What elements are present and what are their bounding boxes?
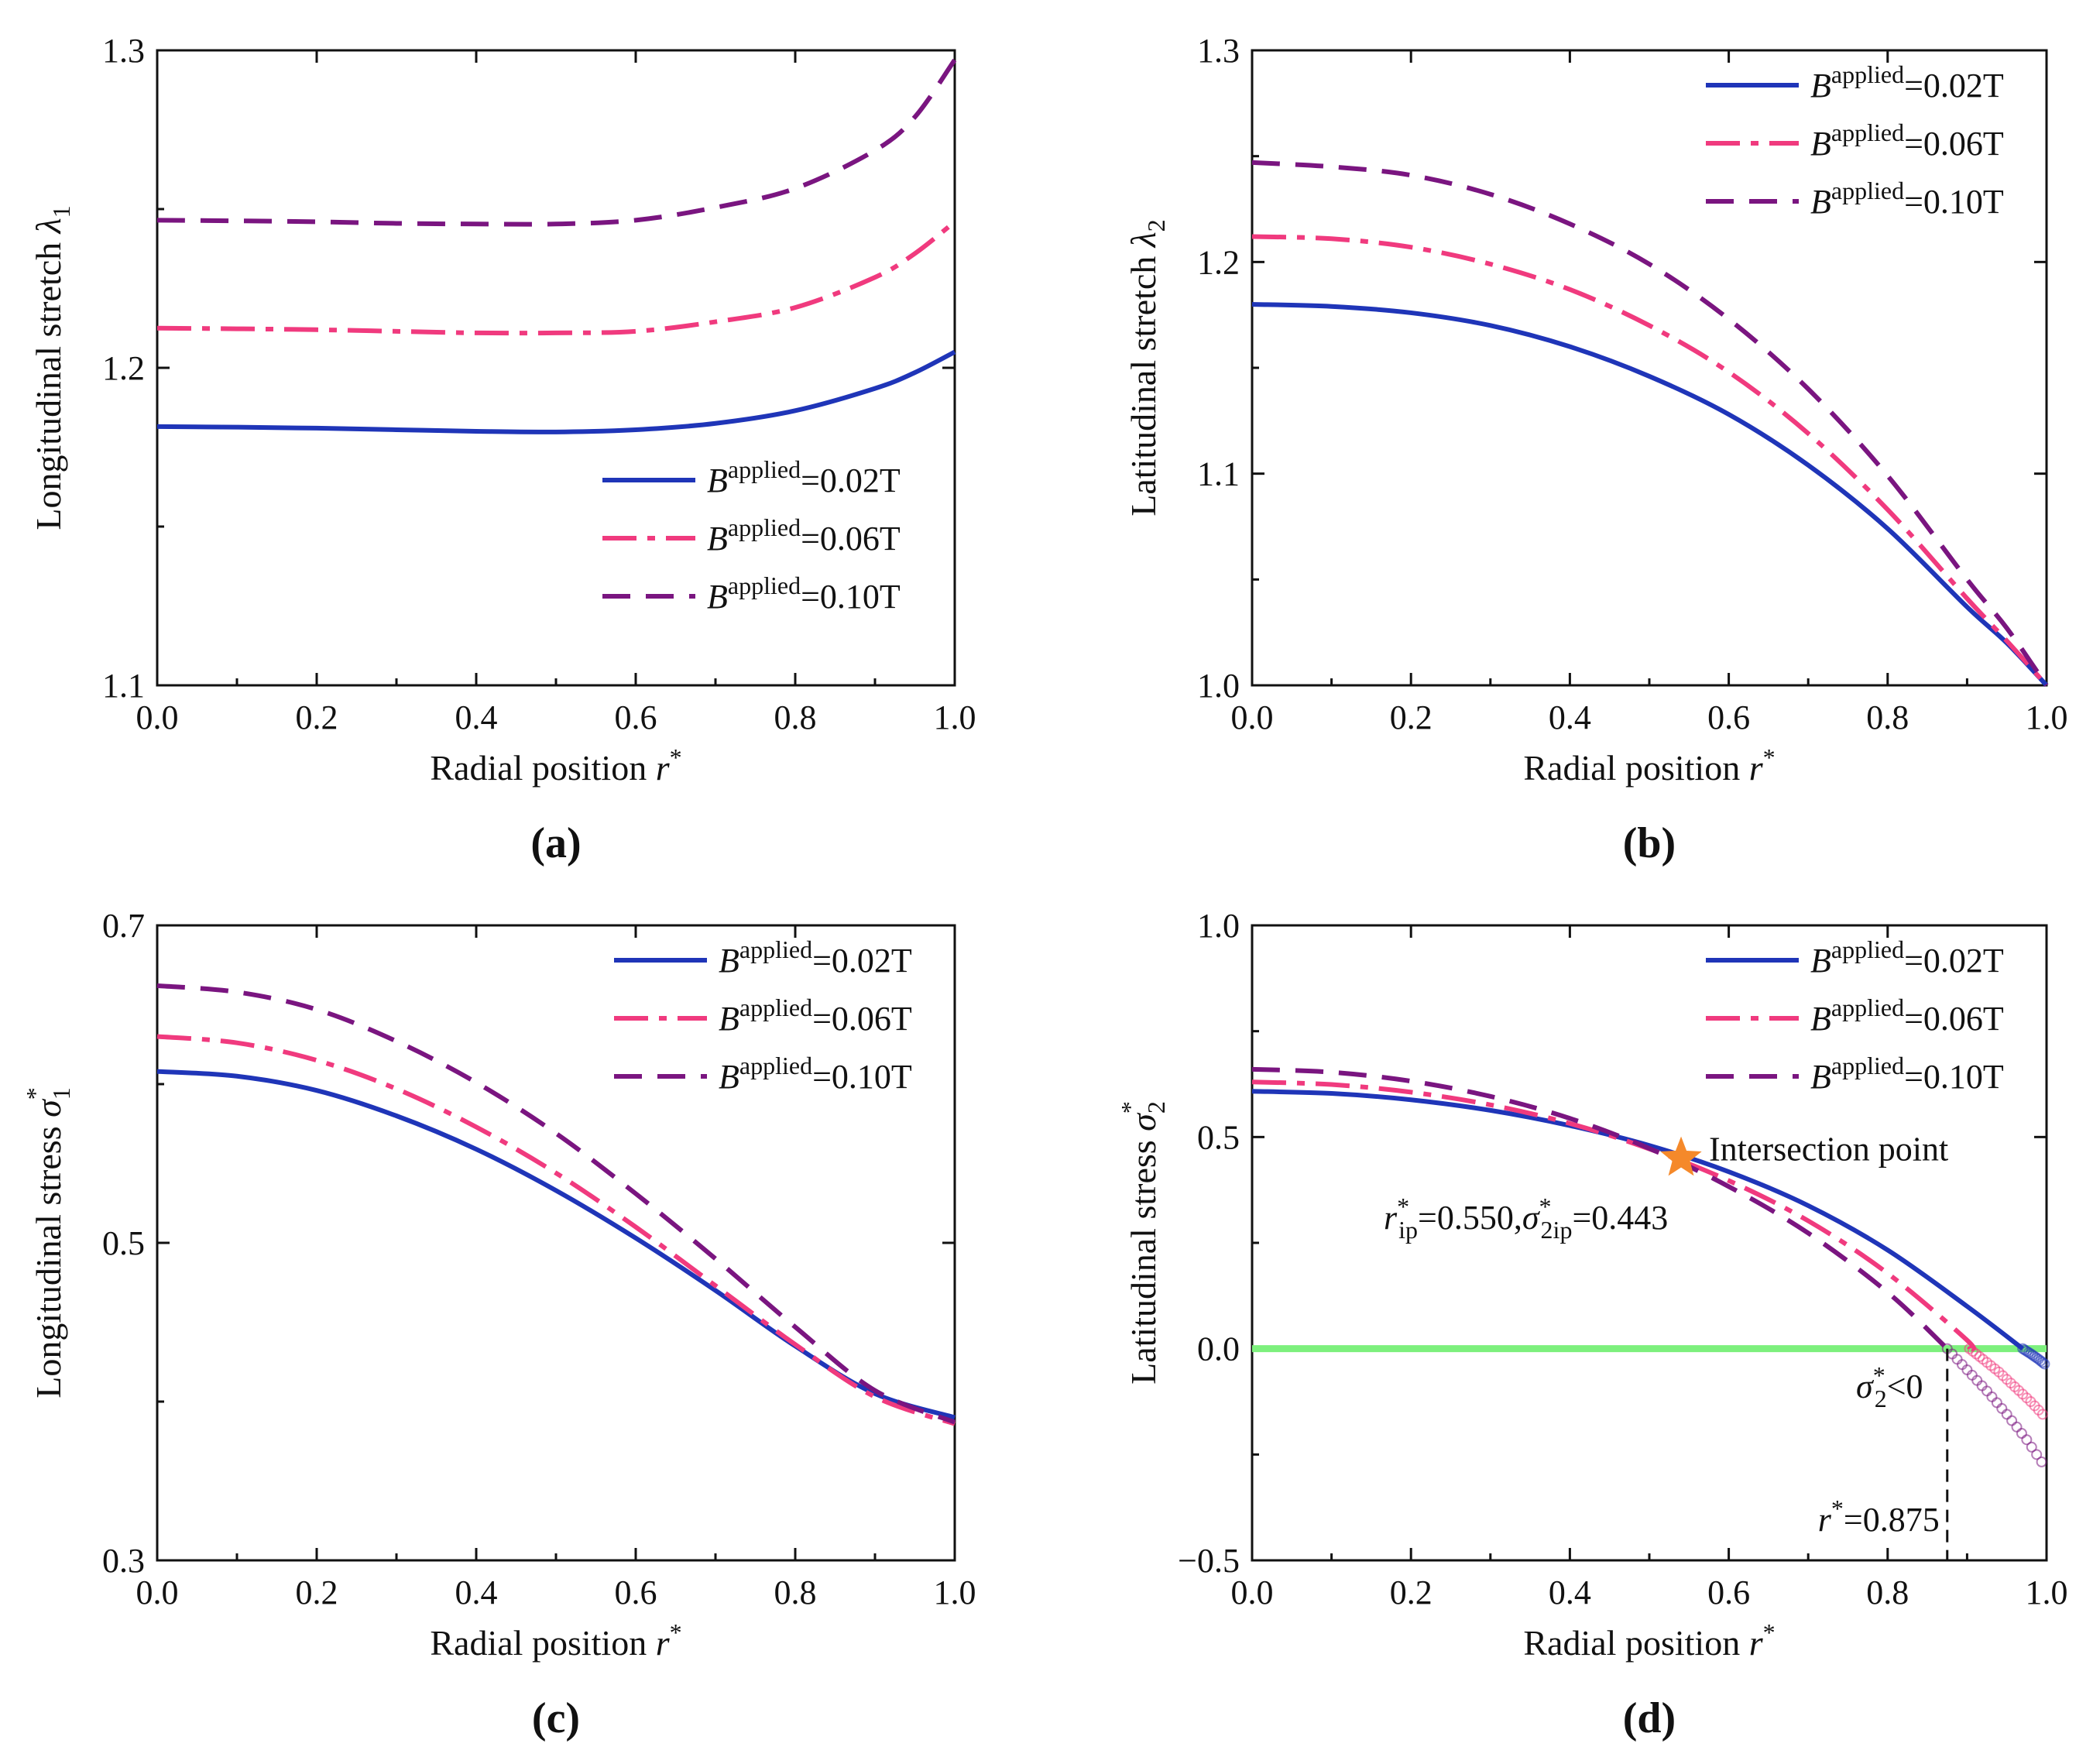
y-tick-label: 0.3 bbox=[102, 1542, 145, 1580]
negative-point-s010 bbox=[1996, 1402, 2008, 1414]
negative-point-s010 bbox=[2016, 1428, 2027, 1439]
series-line-s010 bbox=[156, 58, 957, 227]
x-tick-label: 0.0 bbox=[1231, 1574, 1274, 1611]
x-tick-label: 0.8 bbox=[1866, 1574, 1909, 1611]
y-tick-label: 1.3 bbox=[1197, 32, 1240, 70]
panel-caption: (c) bbox=[532, 1694, 580, 1742]
x-axis-label: Radial position r* bbox=[430, 743, 681, 788]
y-axis-label: Latitudinal stress σ2* bbox=[1116, 1101, 1170, 1385]
series-line-s002 bbox=[156, 349, 956, 434]
negative-point-s010 bbox=[2036, 1456, 2047, 1467]
negative-point-s010 bbox=[2031, 1449, 2043, 1460]
legend-label-s010: Bapplied=0.10T bbox=[1810, 177, 2004, 221]
x-tick-label: 0.4 bbox=[1549, 698, 1591, 736]
legend-label-s006: Bapplied=0.06T bbox=[1810, 118, 2004, 163]
x-tick-label: 0.0 bbox=[136, 1574, 179, 1611]
x-axis-label: Radial position r* bbox=[1523, 1618, 1775, 1663]
negative-point-s010 bbox=[2006, 1415, 2018, 1426]
y-axis-label: Latitudinal stretch λ2 bbox=[1124, 219, 1170, 516]
y-tick-label: 1.2 bbox=[1197, 243, 1240, 281]
x-axis-label: Radial position r* bbox=[1523, 743, 1775, 788]
x-tick-label: 0.6 bbox=[615, 1574, 657, 1611]
negative-point-s006 bbox=[2036, 1409, 2048, 1420]
y-tick-label: 1.2 bbox=[102, 349, 145, 387]
x-tick-label: 0.8 bbox=[774, 698, 817, 736]
x-tick-label: 0.8 bbox=[1866, 698, 1909, 736]
y-tick-label: 1.0 bbox=[1197, 907, 1240, 945]
x-tick-label: 0.6 bbox=[1707, 1574, 1750, 1611]
x-tick-label: 0.2 bbox=[296, 698, 338, 736]
negative-point-s010 bbox=[2001, 1409, 2012, 1420]
x-tick-label: 0.2 bbox=[1390, 698, 1433, 736]
series-line-s010 bbox=[1251, 1066, 1949, 1350]
chart-a: 0.0 0.2 0.4 0.6 0.8 1.0 1.1 1.2 1.3 Radial positi… bbox=[29, 32, 976, 867]
x-tick-label: 0.6 bbox=[1707, 698, 1750, 736]
y-tick-label: 1.1 bbox=[102, 667, 145, 705]
series-line-s010 bbox=[1251, 160, 2049, 687]
x-tick-label: 0.0 bbox=[1231, 698, 1274, 736]
y-tick-label: 0.5 bbox=[102, 1224, 145, 1262]
intersection-label: Intersection point bbox=[1709, 1131, 1948, 1169]
panel-caption: (b) bbox=[1623, 819, 1676, 867]
x-tick-label: 1.0 bbox=[934, 1574, 976, 1611]
y-tick-label: 1.1 bbox=[1197, 455, 1240, 493]
legend-label-s002: Bapplied=0.02T bbox=[719, 935, 912, 980]
x-tick-label: 1.0 bbox=[2026, 1574, 2068, 1611]
legend-label-s010: Bapplied=0.10T bbox=[707, 571, 901, 616]
legend-label-s010: Bapplied=0.10T bbox=[719, 1052, 912, 1096]
legend-label-s002: Bapplied=0.02T bbox=[707, 455, 901, 499]
intersection-values: r* ip=0.550,σ* 2ip=0.443 bbox=[1384, 1193, 1668, 1244]
x-tick-label: 1.0 bbox=[934, 698, 976, 736]
legend-label-s002: Bapplied=0.02T bbox=[1810, 60, 2004, 105]
series-line-s006 bbox=[1251, 234, 2049, 687]
legend-label-s006: Bapplied=0.06T bbox=[707, 513, 901, 558]
y-axis-label: Longitudinal stress σ1* bbox=[21, 1087, 75, 1399]
series-line-s002 bbox=[1251, 1089, 2025, 1351]
y-tick-label: 0.0 bbox=[1197, 1330, 1240, 1368]
legend-label-s006: Bapplied=0.06T bbox=[1810, 994, 2004, 1038]
legend-label-s002: Bapplied=0.02T bbox=[1810, 935, 2004, 980]
x-tick-label: 1.0 bbox=[2026, 698, 2068, 736]
negative-point-s010 bbox=[2021, 1434, 2033, 1446]
negative-point-s002 bbox=[2039, 1358, 2050, 1370]
x-tick-label: 0.4 bbox=[455, 1574, 498, 1611]
series-line-s010 bbox=[156, 983, 956, 1425]
x-tick-label: 0.8 bbox=[774, 1574, 817, 1611]
x-tick-label: 0.0 bbox=[136, 698, 179, 736]
negative-point-s002 bbox=[2036, 1357, 2048, 1368]
y-tick-label: −0.5 bbox=[1178, 1542, 1240, 1580]
chart-b: 0.0 0.2 0.4 0.6 0.8 1.0 1.0 1.1 1.2 1.3 Radial pos… bbox=[1124, 32, 2068, 867]
negative-region-label: σ* 2<0 bbox=[1856, 1361, 1923, 1412]
x-tick-label: 0.2 bbox=[1390, 1574, 1433, 1611]
x-tick-label: 0.6 bbox=[615, 698, 657, 736]
series-line-s002 bbox=[1251, 302, 2049, 688]
x-tick-label: 0.4 bbox=[455, 698, 498, 736]
panel-caption: (a) bbox=[530, 819, 581, 867]
x-axis-label: Radial position r* bbox=[430, 1618, 681, 1663]
intersection-star-icon bbox=[1660, 1136, 1702, 1176]
y-axis-label: Longitudinal stretch λ1 bbox=[29, 205, 75, 530]
legend-label-s010: Bapplied=0.10T bbox=[1810, 1052, 2004, 1096]
series-line-s002 bbox=[156, 1069, 956, 1420]
legend-label-s006: Bapplied=0.06T bbox=[719, 994, 912, 1038]
negative-point-s010 bbox=[2026, 1441, 2037, 1453]
y-tick-label: 1.3 bbox=[102, 32, 145, 70]
y-tick-label: 0.7 bbox=[102, 907, 145, 945]
y-tick-label: 0.5 bbox=[1197, 1118, 1240, 1156]
x-tick-label: 0.4 bbox=[1549, 1574, 1591, 1611]
negative-point-s010 bbox=[2011, 1421, 2023, 1433]
rstar-label: r*=0.875 bbox=[1818, 1495, 1940, 1539]
series-line-s006 bbox=[156, 220, 956, 336]
x-tick-label: 0.2 bbox=[296, 1574, 338, 1611]
chart-c: 0.0 0.2 0.4 0.6 0.8 1.0 0.3 0.5 0.7 Radial positi… bbox=[21, 907, 976, 1742]
negative-point-s010 bbox=[1986, 1391, 1998, 1402]
series-line-s006 bbox=[156, 1034, 956, 1426]
negative-point-s010 bbox=[1991, 1397, 2002, 1409]
y-tick-label: 1.0 bbox=[1197, 667, 1240, 705]
panel-caption: (d) bbox=[1623, 1694, 1676, 1742]
